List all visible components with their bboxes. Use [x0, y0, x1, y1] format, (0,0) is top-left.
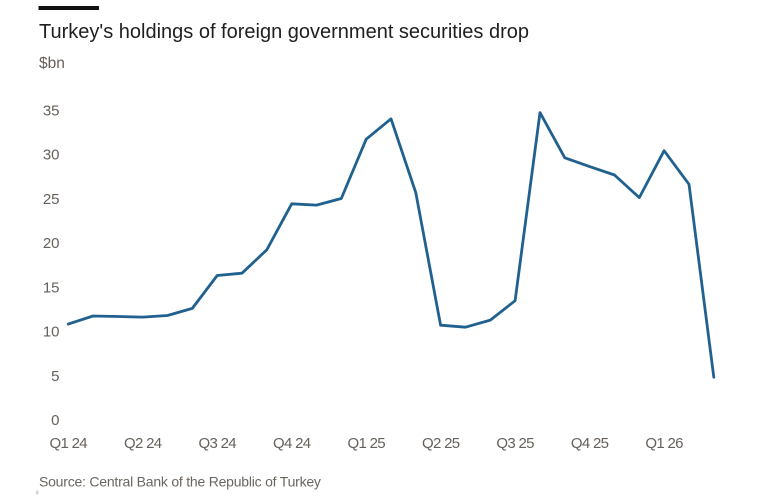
svg-text:10: 10	[43, 324, 60, 341]
svg-text:Turkey's holdings of foreign g: Turkey's holdings of foreign government …	[39, 21, 529, 43]
svg-text:35: 35	[43, 102, 60, 119]
svg-text:30: 30	[43, 147, 60, 164]
svg-text:Source: Central Bank of the Re: Source: Central Bank of the Republic of …	[39, 474, 321, 490]
svg-text:25: 25	[43, 191, 60, 208]
svg-text:Q1 24: Q1 24	[50, 435, 88, 452]
svg-text:5: 5	[51, 368, 59, 385]
svg-text:Q4 24: Q4 24	[273, 435, 311, 452]
svg-text:$bn: $bn	[39, 55, 65, 72]
svg-text:Q3 24: Q3 24	[199, 435, 237, 452]
svg-text:20: 20	[43, 235, 60, 252]
svg-text:Q2 25: Q2 25	[422, 435, 460, 452]
svg-text:Q3 25: Q3 25	[496, 435, 534, 452]
svg-text:Q4 25: Q4 25	[571, 435, 609, 452]
svg-text:Q2 24: Q2 24	[124, 435, 162, 452]
svg-text:15: 15	[43, 279, 60, 296]
svg-text:0: 0	[51, 412, 59, 429]
svg-text:Q1 26: Q1 26	[645, 435, 683, 452]
svg-text:Q1 25: Q1 25	[348, 435, 386, 452]
